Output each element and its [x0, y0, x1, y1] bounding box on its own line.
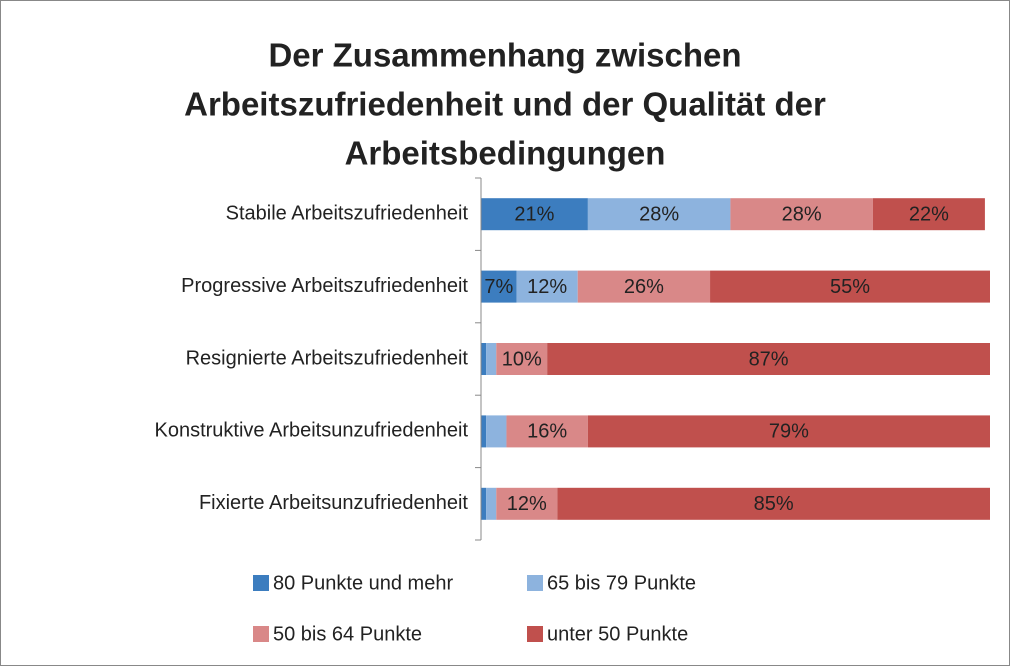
y-tick-label: Progressive Arbeitszufriedenheit — [181, 275, 468, 297]
legend-label: 80 Punkte und mehr — [273, 572, 453, 594]
bar-segment — [496, 343, 548, 375]
data-label: 85% — [754, 493, 794, 515]
bar-segment — [516, 270, 578, 303]
legend-label: unter 50 Punkte — [547, 623, 688, 645]
chart-title: Arbeitsbedingungen — [345, 135, 666, 172]
data-label: 21% — [514, 203, 554, 225]
data-label: 7% — [484, 276, 513, 298]
bar-segment — [506, 415, 588, 448]
data-label: 28% — [782, 203, 822, 225]
chart-title: Der Zusammenhang zwischen — [268, 37, 741, 74]
bar-segment — [547, 343, 990, 375]
y-tick-label: Stabile Arbeitszufriedenheit — [226, 202, 469, 224]
bar-segment — [486, 415, 507, 448]
legend-label: 65 bis 79 Punkte — [547, 572, 696, 594]
bar-segment — [872, 198, 985, 231]
bar-segment — [486, 343, 497, 375]
data-label: 12% — [527, 276, 567, 298]
bar-segment — [587, 198, 731, 231]
bar-segment — [481, 343, 487, 375]
legend-swatch — [253, 575, 269, 591]
data-label: 16% — [527, 421, 567, 443]
data-label: 79% — [769, 421, 809, 443]
data-label: 28% — [639, 203, 679, 225]
legend-swatch — [253, 626, 269, 642]
data-label: 87% — [749, 348, 789, 370]
bar-segment — [557, 487, 990, 520]
bar-segment — [481, 415, 487, 448]
data-label: 12% — [507, 493, 547, 515]
bar-segment — [481, 270, 517, 303]
legend-label: 50 bis 64 Punkte — [273, 623, 422, 645]
bar-segment — [481, 487, 487, 520]
bar-segment — [486, 487, 497, 520]
bar-segment — [730, 198, 873, 231]
y-tick-label: Resignierte Arbeitszufriedenheit — [186, 347, 469, 369]
legend-swatch — [527, 626, 543, 642]
y-tick-label: Fixierte Arbeitsunzufriedenheit — [199, 492, 468, 514]
chart-title: Arbeitszufriedenheit und der Qualität de… — [184, 86, 826, 123]
data-label: 22% — [909, 203, 949, 225]
data-label: 26% — [624, 276, 664, 298]
bar-segment — [481, 198, 588, 231]
bar-segment — [587, 415, 990, 448]
legend-swatch — [527, 575, 543, 591]
bar-segment — [577, 270, 711, 303]
data-label: 10% — [502, 348, 542, 370]
bar-segment — [710, 270, 990, 303]
y-tick-label: Konstruktive Arbeitsunzufriedenheit — [154, 420, 468, 442]
bar-segment — [496, 487, 558, 520]
data-label: 55% — [830, 276, 870, 298]
